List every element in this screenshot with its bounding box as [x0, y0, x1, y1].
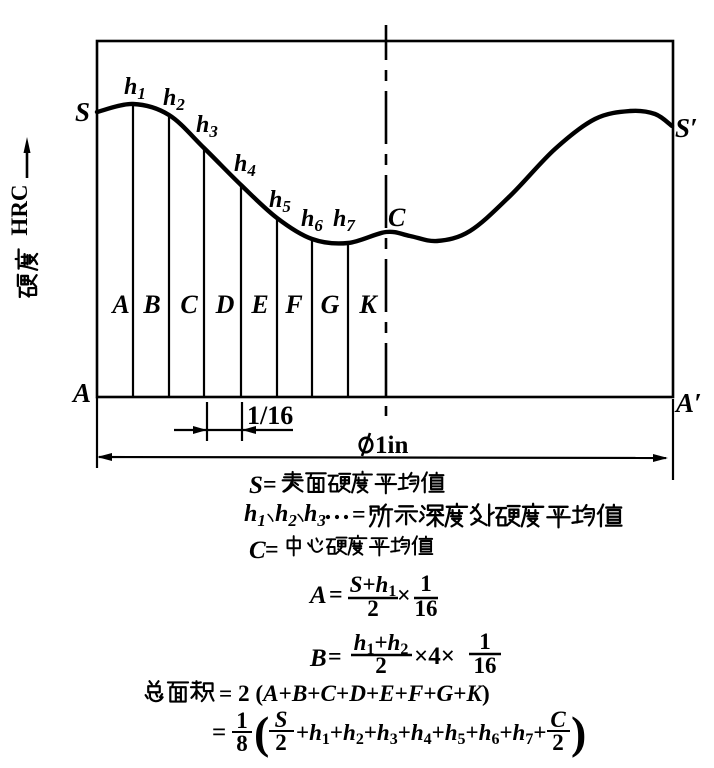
svg-text:h2: h2	[163, 85, 185, 114]
svg-text:h3: h3	[196, 112, 218, 141]
svg-text:h2: h2	[275, 501, 297, 530]
svg-text:16: 16	[474, 653, 497, 678]
svg-text:HRC: HRC	[7, 184, 32, 235]
svg-text:S: S	[275, 707, 288, 732]
svg-text:=: =	[329, 582, 343, 608]
svg-text:S: S	[75, 97, 90, 127]
svg-text:=: =	[352, 502, 366, 528]
svg-text:2: 2	[275, 730, 287, 755]
svg-text:=: =	[212, 719, 226, 746]
svg-text:E: E	[250, 290, 268, 319]
svg-text:h3: h3	[304, 501, 326, 530]
svg-text:=: =	[263, 472, 277, 498]
svg-text:A: A	[71, 378, 91, 408]
svg-text:C: C	[249, 537, 266, 564]
svg-text:×4×: ×4×	[414, 643, 455, 670]
svg-text:h1: h1	[244, 501, 266, 530]
svg-text:h4: h4	[234, 151, 256, 180]
svg-text:=: =	[265, 537, 279, 563]
svg-text:B: B	[142, 290, 160, 319]
svg-text:1in: 1in	[375, 432, 408, 459]
svg-text:2: 2	[552, 730, 564, 755]
svg-text:F: F	[284, 290, 302, 319]
svg-text:C: C	[180, 290, 198, 319]
svg-text:16: 16	[415, 596, 438, 621]
svg-text:A: A	[110, 290, 129, 319]
svg-text:×: ×	[397, 583, 411, 609]
svg-text:2: 2	[375, 653, 387, 678]
svg-text:K: K	[358, 290, 378, 319]
svg-text:h5: h5	[269, 187, 291, 216]
svg-text:(: (	[254, 707, 269, 758]
svg-text:D: D	[215, 290, 235, 319]
svg-text:C: C	[388, 203, 406, 232]
svg-text:h6: h6	[301, 206, 323, 235]
svg-text:1: 1	[236, 708, 248, 733]
svg-text:1: 1	[420, 571, 432, 596]
svg-text:=: =	[328, 644, 342, 670]
svg-text:A: A	[308, 582, 327, 609]
svg-text:1: 1	[479, 629, 491, 654]
svg-text:B: B	[309, 645, 327, 672]
svg-text:C: C	[550, 707, 566, 732]
svg-text:S′: S′	[675, 113, 698, 143]
svg-text:S: S	[249, 472, 263, 499]
svg-text:h1+h2: h1+h2	[354, 630, 409, 658]
svg-text:8: 8	[236, 731, 248, 756]
svg-text:+h1​+h2​+h3​+h4​+h5​+h6​+h7​+: +h1​+h2​+h3​+h4​+h5​+h6​+h7​+	[296, 720, 546, 748]
svg-text:1/16: 1/16	[247, 401, 293, 430]
svg-text:G: G	[321, 290, 340, 319]
svg-text:h1: h1	[124, 74, 146, 103]
svg-text:= 2 (A+B+C+D+E+F+G+K): = 2 (A+B+C+D+E+F+G+K)	[219, 681, 490, 707]
svg-text:A′: A′	[674, 388, 702, 418]
svg-text:): )	[571, 707, 586, 758]
svg-text:h7: h7	[333, 206, 356, 235]
svg-text:2: 2	[367, 596, 379, 621]
